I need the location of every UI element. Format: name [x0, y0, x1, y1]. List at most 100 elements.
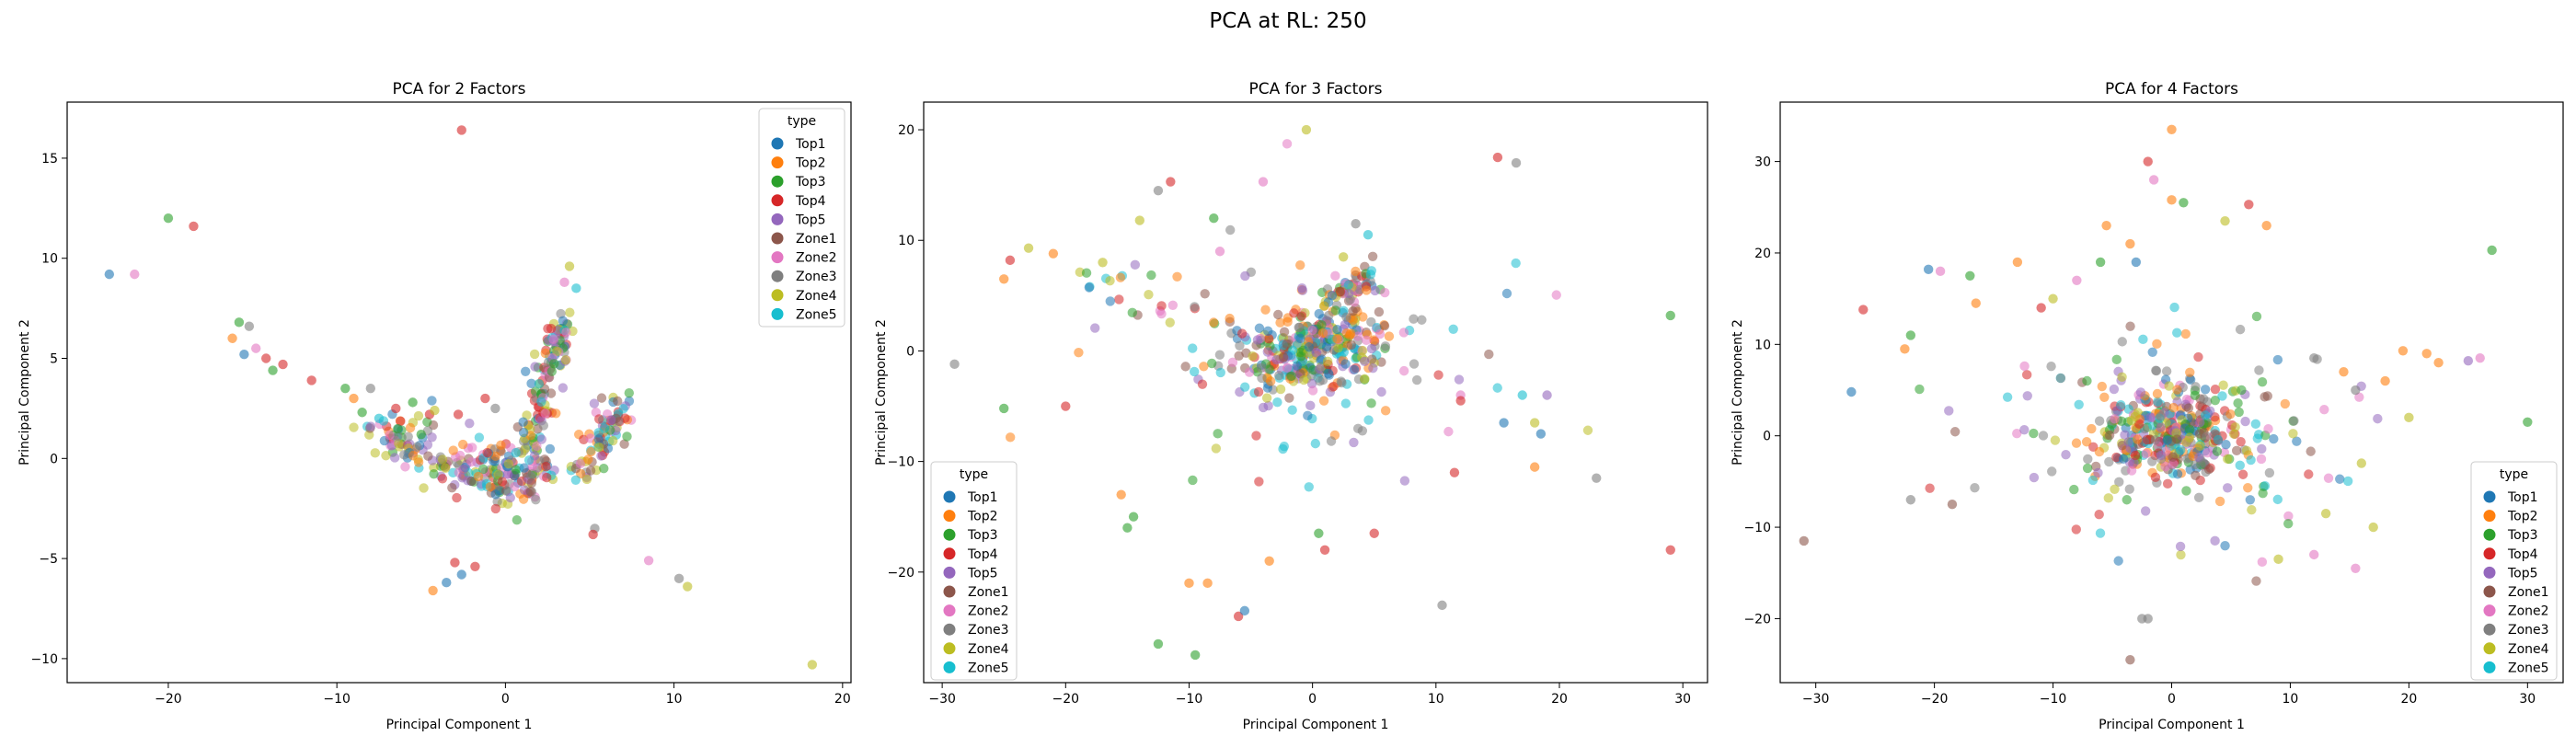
scatter-point — [2273, 554, 2283, 565]
scatter-point — [526, 477, 537, 489]
scatter-point — [1134, 215, 1145, 225]
scatter-point — [1944, 406, 1954, 416]
scatter-point — [385, 430, 395, 441]
x-tick-label: −10 — [2040, 692, 2067, 707]
y-tick-label: 0 — [1763, 430, 1771, 444]
scatter-point — [427, 396, 437, 406]
scatter-point — [1188, 475, 1198, 486]
scatter-point — [530, 362, 540, 372]
scatter-point — [104, 269, 115, 280]
scatter-point — [130, 269, 140, 280]
scatter-point — [2141, 448, 2151, 459]
scatter-point — [2097, 381, 2107, 392]
scatter-point — [1251, 431, 1261, 441]
scatter-point — [1190, 302, 1200, 312]
scatter-point — [2145, 412, 2156, 422]
scatter-point — [2095, 257, 2106, 268]
scatter-point — [457, 439, 468, 450]
scatter-point — [2050, 435, 2061, 445]
scatter-point — [613, 396, 623, 407]
scatter-point — [2130, 411, 2141, 422]
scatter-point — [473, 471, 484, 482]
scatter-point — [1376, 386, 1386, 397]
x-tick-label: 0 — [501, 692, 510, 707]
scatter-point — [2339, 366, 2349, 377]
scatter-point — [448, 445, 458, 455]
scatter-point — [2012, 257, 2023, 268]
scatter-point — [2164, 381, 2174, 391]
scatter-point — [606, 415, 616, 425]
legend-entry-label: Top5 — [795, 213, 826, 227]
x-tick-label: 30 — [2519, 692, 2536, 707]
scatter-point — [570, 475, 581, 485]
scatter-point — [1361, 335, 1372, 346]
scatter-point — [561, 328, 571, 338]
scatter-point — [1264, 364, 1274, 374]
legend-entry-label: Top4 — [967, 547, 998, 562]
scatter-point — [389, 453, 400, 463]
scatter-point — [1321, 341, 1332, 352]
scatter-point — [1311, 347, 1321, 358]
scatter-point — [1582, 425, 1593, 435]
scatter-point — [1360, 374, 1370, 385]
y-tick-label: −10 — [887, 455, 914, 470]
scatter-point — [525, 487, 535, 497]
scatter-point — [1318, 396, 1329, 406]
scatter-point — [1105, 296, 1115, 306]
legend-entry-label: Top2 — [795, 156, 826, 171]
y-tick-label: −10 — [1743, 521, 1771, 535]
scatter-point — [2184, 424, 2195, 435]
scatter-point — [2252, 433, 2263, 443]
y-tick-label: 15 — [41, 152, 58, 167]
scatter-point — [1260, 305, 1271, 315]
scatter-point — [1153, 185, 1164, 196]
scatter-point — [2012, 428, 2022, 439]
scatter-point — [2019, 424, 2030, 435]
scatter-point — [538, 420, 549, 431]
legend-entry-label: Zone5 — [796, 307, 837, 322]
scatter-point — [2210, 384, 2221, 395]
scatter-point — [2082, 463, 2093, 474]
scatter-point — [163, 213, 174, 224]
scatter-point — [2022, 391, 2032, 401]
scatter-point — [1282, 362, 1293, 373]
scatter-point — [1209, 213, 1219, 224]
legend-entry-label: Top2 — [2507, 510, 2538, 524]
scatter-point — [1254, 477, 1264, 487]
scatter-point — [1542, 390, 1552, 400]
scatter-point — [2162, 435, 2172, 445]
scatter-point — [2190, 390, 2201, 401]
scatter-point — [2272, 494, 2283, 505]
scatter-point — [1254, 323, 1265, 333]
scatter-point — [2109, 384, 2120, 395]
scatter-point — [2200, 410, 2211, 420]
scatter-point — [1275, 317, 1285, 328]
scatter-point — [1295, 259, 1305, 270]
scatter-point — [1923, 264, 1934, 275]
scatter-point — [2118, 454, 2129, 465]
scatter-point — [1511, 157, 1522, 168]
scatter-point — [349, 422, 359, 432]
scatter-point — [1307, 385, 1318, 396]
legend-marker — [771, 270, 784, 282]
scatter-point — [2099, 392, 2110, 402]
scatter-point — [536, 397, 546, 407]
scatter-points — [1799, 124, 2533, 665]
scatter-point — [2101, 220, 2111, 231]
scatter-point — [2260, 481, 2271, 491]
scatter-point — [1258, 177, 1269, 187]
scatter-point — [1310, 438, 1321, 449]
scatter-point — [1535, 429, 1547, 439]
scatter-point — [423, 451, 433, 461]
pca-panel-1: PCA for 2 Factors −20 −10 0 10 20 −10 −5 0 5 10 15 P… — [17, 80, 852, 732]
scatter-point — [2087, 423, 2097, 434]
scatter-point — [1304, 342, 1315, 352]
scatter-point — [306, 375, 316, 385]
legend-entry-label: Zone1 — [796, 232, 837, 247]
scatter-point — [1411, 374, 1422, 385]
scatter-point — [596, 393, 607, 403]
scatter-point — [2269, 433, 2279, 444]
scatter-point — [2195, 417, 2205, 428]
scatter-point — [2156, 411, 2166, 421]
scatter-point — [2074, 399, 2084, 409]
